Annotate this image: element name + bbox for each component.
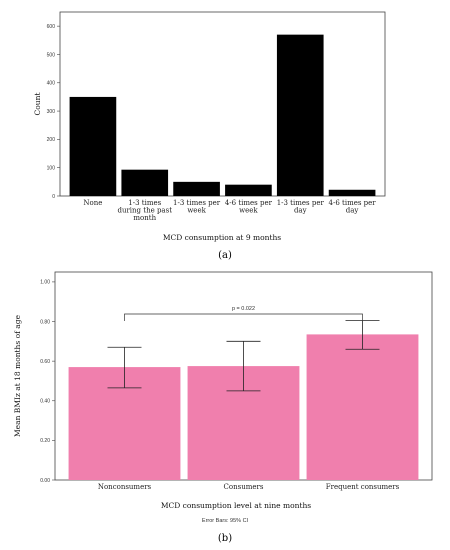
- chart-a-y-tick-label: 300: [47, 109, 56, 115]
- chart-a-bar: [69, 96, 117, 196]
- chart-a-y-axis-label: Count: [33, 93, 42, 116]
- chart-a-category-label: None: [83, 199, 102, 207]
- chart-a-category-label: 4-6 times per day: [329, 199, 377, 215]
- chart-b-y-tick-label: 1.00: [40, 280, 50, 286]
- chart-a-category-label: 1-3 times per day: [277, 199, 325, 215]
- chart-a-y-tick-label: 0: [52, 194, 55, 200]
- chart-b-bars: [68, 334, 419, 480]
- chart-a-plot-frame: [59, 11, 386, 197]
- chart-a-y-axis: 0 100 200 300 400 500 600: [47, 24, 60, 200]
- chart-a-bar: [328, 189, 376, 196]
- chart-a-y-tick-label: 200: [47, 137, 56, 143]
- chart-b-y-tick-label: 0.60: [40, 359, 50, 365]
- chart-b-bracket-line: [124, 313, 363, 321]
- chart-a-bar: [276, 34, 324, 197]
- chart-b-y-tick-label: 0.80: [40, 319, 50, 325]
- chart-b-y-axis: 0.00 0.20 0.40 0.60 0.80 1.00: [40, 280, 55, 484]
- chart-a-category-label: 1-3 times during the past month: [117, 199, 172, 222]
- chart-b-category-label: Nonconsumers: [98, 483, 152, 491]
- chart-b-y-tick-label: 0.20: [40, 438, 50, 444]
- chart-b-x-axis-label: MCD consumption level at nine months: [161, 501, 311, 510]
- chart-a-y-tick-label: 400: [47, 81, 56, 87]
- chart-a-y-tick-label: 600: [47, 24, 56, 30]
- chart-a-bar: [225, 184, 272, 196]
- chart-a-bars: [69, 34, 376, 197]
- chart-b-category-label: Consumers: [224, 483, 264, 491]
- chart-b-category-label: Frequent consumers: [326, 483, 400, 491]
- chart-a-bar: [121, 169, 169, 196]
- chart-b-error-bars: [107, 320, 380, 392]
- chart-b-annotation: p = 0.022: [232, 306, 255, 312]
- chart-a-bar: [173, 181, 220, 196]
- chart-a-category-label: 1-3 times per week: [173, 199, 221, 215]
- chart-b-y-tick-label: 0.00: [40, 478, 50, 484]
- chart-a-y-tick-label: 100: [47, 165, 56, 171]
- chart-b-footnote: Error Bars: 95% CI: [202, 518, 249, 524]
- chart-a-category-label: 4-6 times per week: [225, 199, 273, 215]
- chart-b-y-tick-label: 0.40: [40, 399, 50, 405]
- chart-b-bar: [306, 334, 419, 480]
- chart-b-significance-bracket: p = 0.022: [124, 306, 363, 321]
- chart-b-y-axis-label: Mean BMIz at 18 months of age: [13, 314, 22, 437]
- chart-a: 0 100 200 300 400 500 600 None 1-3 times during …: [33, 11, 386, 261]
- chart-a-x-axis-label: MCD consumption at 9 months: [163, 233, 281, 242]
- chart-a-y-tick-label: 500: [47, 52, 56, 58]
- chart-b: 0.00 0.20 0.40 0.60 0.80 1.00 Nonconsumers Con…: [13, 271, 433, 544]
- chart-a-panel-label: (a): [218, 250, 232, 261]
- chart-b-panel-label: (b): [218, 533, 232, 544]
- chart-b-category-labels: Nonconsumers Consumers Frequent consumers: [98, 483, 400, 491]
